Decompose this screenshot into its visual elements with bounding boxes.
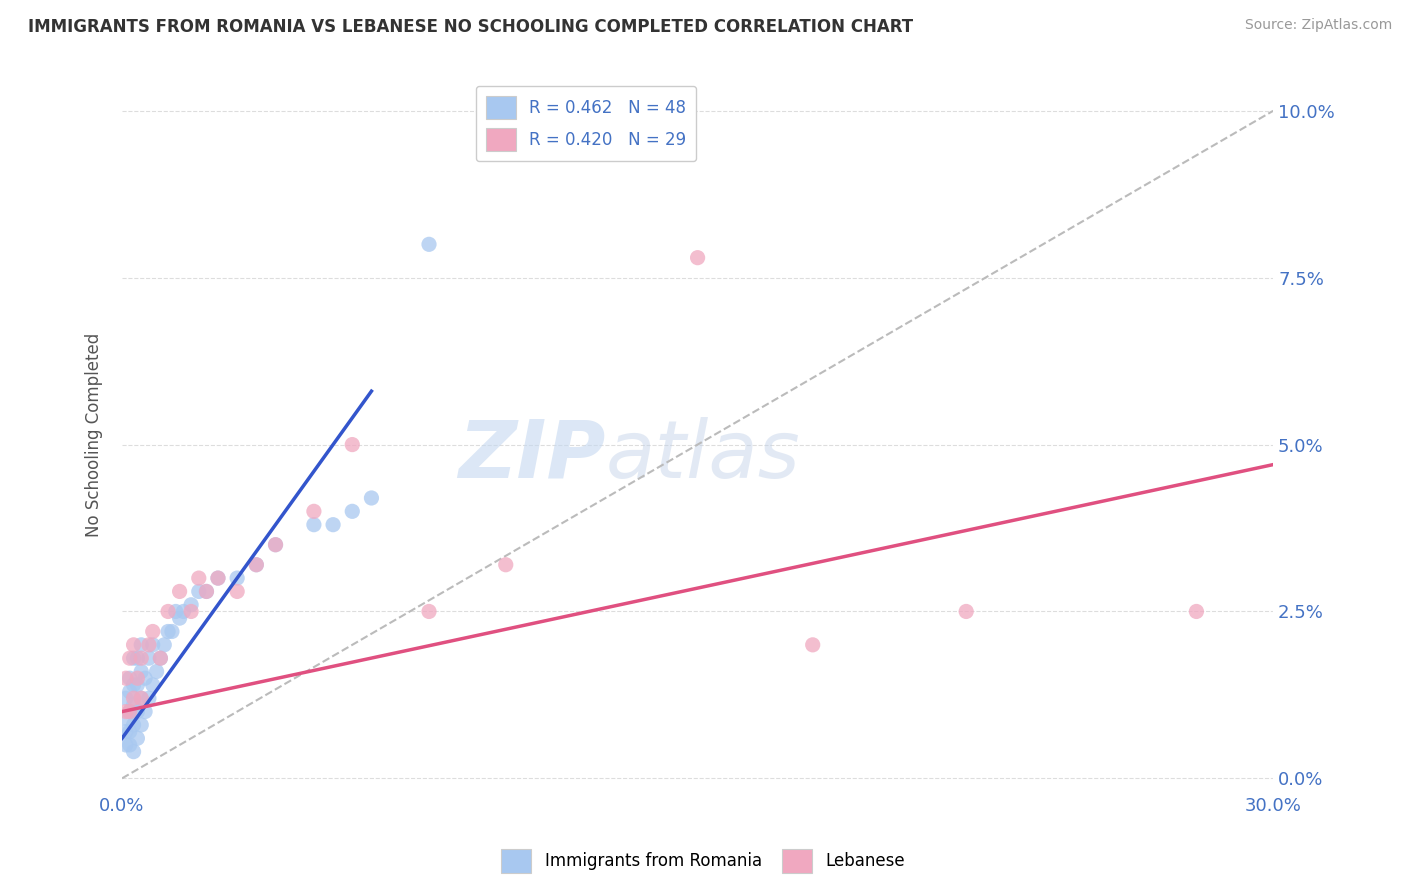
Point xyxy=(187,571,209,585)
Legend: R = 0.462   N = 48, R = 0.420   N = 29: R = 0.462 N = 48, R = 0.420 N = 29 xyxy=(475,86,696,161)
Point xyxy=(127,678,149,692)
Point xyxy=(302,517,325,532)
Legend: Immigrants from Romania, Lebanese: Immigrants from Romania, Lebanese xyxy=(495,842,911,880)
Point xyxy=(686,251,709,265)
Point xyxy=(157,624,180,639)
Point xyxy=(122,698,145,712)
Point xyxy=(360,491,382,505)
Point xyxy=(245,558,267,572)
Point xyxy=(122,718,145,732)
Point xyxy=(955,604,977,618)
Point xyxy=(115,711,138,725)
Point xyxy=(127,705,149,719)
Point xyxy=(118,724,141,739)
Point xyxy=(122,678,145,692)
Point xyxy=(118,651,141,665)
Point xyxy=(195,584,218,599)
Point xyxy=(138,691,160,706)
Point xyxy=(115,724,138,739)
Point xyxy=(127,731,149,746)
Point xyxy=(115,705,138,719)
Point xyxy=(187,584,209,599)
Point xyxy=(226,584,249,599)
Point xyxy=(142,678,165,692)
Point xyxy=(149,651,172,665)
Point xyxy=(160,624,183,639)
Point xyxy=(129,665,152,679)
Text: ZIP: ZIP xyxy=(458,417,606,495)
Point xyxy=(322,517,344,532)
Point xyxy=(118,738,141,752)
Point xyxy=(122,745,145,759)
Point xyxy=(180,604,202,618)
Point xyxy=(115,738,138,752)
Point xyxy=(118,671,141,685)
Point xyxy=(495,558,517,572)
Point xyxy=(180,598,202,612)
Point xyxy=(418,604,440,618)
Point xyxy=(134,705,156,719)
Point xyxy=(153,638,176,652)
Point xyxy=(195,584,218,599)
Point xyxy=(129,718,152,732)
Point xyxy=(245,558,267,572)
Point xyxy=(145,665,167,679)
Point xyxy=(149,651,172,665)
Point xyxy=(165,604,187,618)
Point xyxy=(127,671,149,685)
Point xyxy=(122,691,145,706)
Point xyxy=(172,604,194,618)
Point xyxy=(1185,604,1208,618)
Text: Source: ZipAtlas.com: Source: ZipAtlas.com xyxy=(1244,18,1392,32)
Point xyxy=(169,584,191,599)
Point xyxy=(342,504,364,518)
Point xyxy=(226,571,249,585)
Point xyxy=(264,538,287,552)
Point xyxy=(142,638,165,652)
Point xyxy=(118,705,141,719)
Point xyxy=(115,691,138,706)
Point xyxy=(134,671,156,685)
Point xyxy=(129,651,152,665)
Point xyxy=(129,638,152,652)
Text: IMMIGRANTS FROM ROMANIA VS LEBANESE NO SCHOOLING COMPLETED CORRELATION CHART: IMMIGRANTS FROM ROMANIA VS LEBANESE NO S… xyxy=(28,18,914,36)
Point xyxy=(342,437,364,451)
Point xyxy=(264,538,287,552)
Point xyxy=(122,651,145,665)
Point xyxy=(118,684,141,698)
Point xyxy=(138,638,160,652)
Point xyxy=(418,237,440,252)
Point xyxy=(169,611,191,625)
Y-axis label: No Schooling Completed: No Schooling Completed xyxy=(86,333,103,537)
Point xyxy=(127,651,149,665)
Point xyxy=(157,604,180,618)
Point xyxy=(115,671,138,685)
Point xyxy=(207,571,229,585)
Point xyxy=(142,624,165,639)
Point xyxy=(302,504,325,518)
Point xyxy=(129,691,152,706)
Point xyxy=(801,638,824,652)
Point xyxy=(129,691,152,706)
Point xyxy=(138,651,160,665)
Point xyxy=(122,638,145,652)
Text: atlas: atlas xyxy=(606,417,800,495)
Point xyxy=(207,571,229,585)
Point xyxy=(118,705,141,719)
